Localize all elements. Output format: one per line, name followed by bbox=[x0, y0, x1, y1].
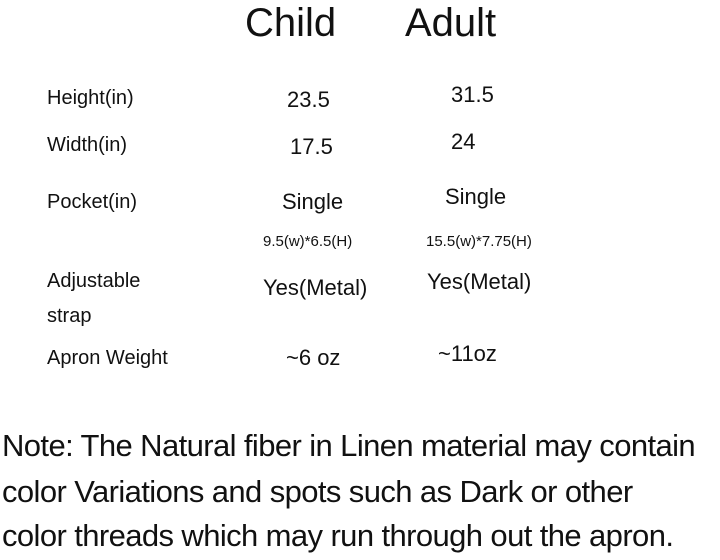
row-label-adjustable: Adjustable bbox=[47, 270, 141, 292]
note-line-1: Note: The Natural fiber in Linen materia… bbox=[2, 428, 696, 463]
row-label-weight: Apron Weight bbox=[47, 347, 168, 369]
adult-height: 31.5 bbox=[451, 82, 494, 107]
child-pocket: Single bbox=[282, 189, 344, 214]
column-header-child: Child bbox=[245, 1, 337, 45]
row-label-strap: strap bbox=[47, 305, 92, 327]
child-pocket-size: 9.5(w)*6.5(H) bbox=[263, 233, 353, 250]
adult-pocket-size: 15.5(w)*7.75(H) bbox=[426, 233, 532, 250]
child-height: 23.5 bbox=[287, 87, 330, 112]
child-strap: Yes(Metal) bbox=[263, 275, 368, 300]
adult-pocket: Single bbox=[445, 184, 507, 209]
note-line-3: color threads which may run through out … bbox=[2, 518, 674, 553]
adult-weight: ~11oz bbox=[438, 341, 497, 366]
child-weight: ~6 oz bbox=[286, 345, 341, 370]
child-width: 17.5 bbox=[290, 134, 333, 159]
adult-width: 24 bbox=[451, 129, 476, 154]
adult-strap: Yes(Metal) bbox=[427, 269, 532, 294]
note-line-2: color Variations and spots such as Dark … bbox=[2, 474, 633, 509]
column-header-adult: Adult bbox=[405, 1, 497, 45]
row-label-width: Width(in) bbox=[47, 134, 128, 156]
row-label-height: Height(in) bbox=[47, 87, 134, 109]
row-label-pocket: Pocket(in) bbox=[47, 191, 138, 213]
